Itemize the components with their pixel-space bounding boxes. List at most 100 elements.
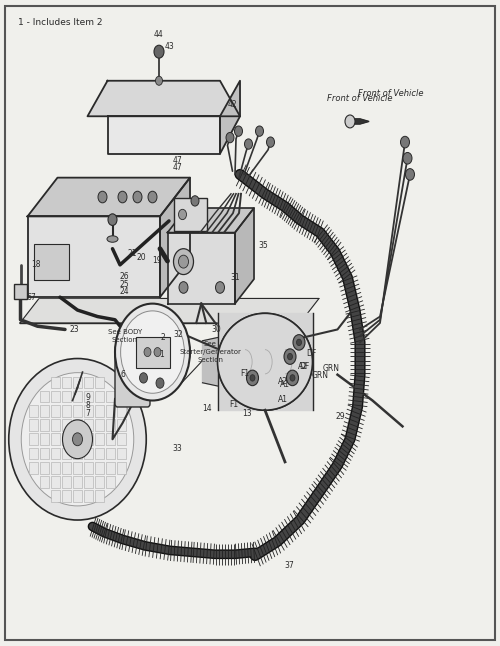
FancyBboxPatch shape [117,448,126,459]
FancyBboxPatch shape [40,405,49,417]
Circle shape [174,249,194,275]
FancyBboxPatch shape [84,405,93,417]
FancyBboxPatch shape [62,476,71,488]
Text: 26: 26 [119,272,129,281]
Circle shape [115,304,190,401]
Circle shape [345,115,355,128]
FancyBboxPatch shape [40,462,49,474]
Circle shape [141,382,149,393]
FancyBboxPatch shape [106,476,115,488]
Circle shape [178,209,186,220]
Text: DF: DF [299,362,309,371]
Circle shape [284,349,296,364]
FancyBboxPatch shape [73,476,82,488]
Text: 24: 24 [119,287,129,297]
Circle shape [140,373,147,383]
Circle shape [118,191,127,203]
Ellipse shape [126,361,140,382]
Polygon shape [28,178,190,216]
FancyBboxPatch shape [73,405,82,417]
Circle shape [234,126,242,136]
Ellipse shape [9,359,146,520]
FancyBboxPatch shape [29,462,38,474]
Text: Front of Vehicle: Front of Vehicle [358,89,423,98]
Text: 2: 2 [160,333,165,342]
Circle shape [406,169,414,180]
Text: 67: 67 [26,293,36,302]
Text: GRN: GRN [312,371,328,380]
Text: 8: 8 [85,401,90,410]
FancyBboxPatch shape [62,448,71,459]
FancyBboxPatch shape [106,433,115,445]
FancyBboxPatch shape [84,377,93,388]
Polygon shape [350,119,369,124]
FancyBboxPatch shape [34,244,69,280]
FancyBboxPatch shape [29,448,38,459]
FancyBboxPatch shape [95,377,104,388]
Text: 14: 14 [202,404,212,413]
FancyBboxPatch shape [29,419,38,431]
Ellipse shape [21,373,134,506]
Circle shape [72,433,83,446]
FancyBboxPatch shape [95,462,104,474]
FancyBboxPatch shape [51,462,60,474]
Polygon shape [20,298,319,323]
Ellipse shape [218,313,312,410]
Circle shape [154,348,161,357]
Text: 30: 30 [211,325,221,334]
Circle shape [290,375,295,381]
Text: A2: A2 [278,377,287,386]
Polygon shape [160,178,190,297]
Circle shape [403,152,412,164]
FancyBboxPatch shape [51,377,60,388]
FancyBboxPatch shape [73,391,82,402]
Text: 1 - Includes Item 2: 1 - Includes Item 2 [18,18,102,27]
FancyBboxPatch shape [14,284,28,299]
FancyBboxPatch shape [40,448,49,459]
Text: 31: 31 [230,273,240,282]
FancyBboxPatch shape [115,349,150,407]
FancyBboxPatch shape [84,419,93,431]
FancyBboxPatch shape [117,419,126,431]
Circle shape [191,196,199,206]
FancyBboxPatch shape [73,448,82,459]
Circle shape [250,375,255,381]
FancyBboxPatch shape [51,419,60,431]
Text: 44: 44 [154,30,164,39]
Circle shape [144,348,151,357]
Polygon shape [202,338,218,386]
Polygon shape [108,116,220,154]
FancyBboxPatch shape [73,462,82,474]
FancyBboxPatch shape [73,419,82,431]
Text: 19: 19 [152,256,162,265]
FancyBboxPatch shape [95,476,104,488]
Text: Front of Vehicle: Front of Vehicle [327,94,393,103]
Circle shape [244,139,252,149]
FancyBboxPatch shape [84,448,93,459]
Text: See
Starter/Generator
Section: See Starter/Generator Section [179,341,241,363]
Circle shape [226,132,234,143]
FancyBboxPatch shape [40,391,49,402]
FancyBboxPatch shape [62,405,71,417]
Circle shape [293,335,305,350]
FancyBboxPatch shape [51,448,60,459]
Text: 9: 9 [85,393,90,402]
Polygon shape [168,233,235,304]
Circle shape [133,191,142,203]
FancyBboxPatch shape [40,419,49,431]
Text: GRN: GRN [322,364,340,373]
Circle shape [108,214,117,225]
Circle shape [216,282,224,293]
FancyBboxPatch shape [95,490,104,502]
Circle shape [120,311,184,393]
Circle shape [178,255,188,268]
Text: 1: 1 [159,349,164,359]
Text: 13: 13 [242,409,252,418]
Text: 35: 35 [258,241,268,250]
Circle shape [266,137,274,147]
Circle shape [129,315,136,324]
Text: 37: 37 [284,561,294,570]
FancyBboxPatch shape [51,391,60,402]
FancyBboxPatch shape [106,462,115,474]
Text: 29: 29 [335,412,345,421]
